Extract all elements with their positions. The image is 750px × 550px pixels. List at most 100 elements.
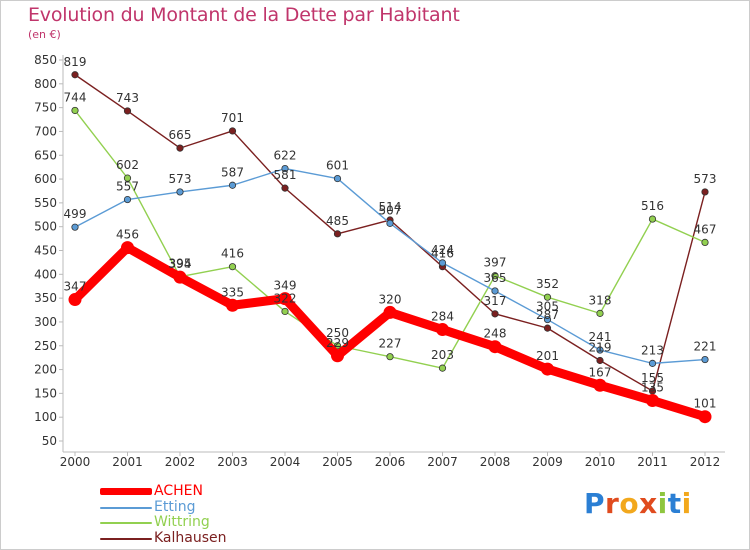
data-point-kalhausen <box>123 107 132 115</box>
data-label-kalhausen: 819 <box>64 55 87 69</box>
data-point-kalhausen <box>596 356 604 365</box>
data-label-wittring: 416 <box>221 247 244 261</box>
x-tick-label: 2005 <box>322 455 353 469</box>
data-label-achen: 456 <box>116 228 139 242</box>
data-label-achen: 394 <box>169 257 192 271</box>
data-label-kalhausen: 416 <box>431 247 454 261</box>
data-label-wittring: 203 <box>431 348 454 362</box>
data-point-achen <box>698 410 712 424</box>
y-tick-label: 600 <box>34 172 57 186</box>
data-label-wittring: 397 <box>484 256 507 270</box>
logo-letter: P <box>584 487 606 520</box>
x-tick-label: 2004 <box>270 455 301 469</box>
data-label-kalhausen: 701 <box>221 111 244 125</box>
data-label-achen: 284 <box>431 310 454 324</box>
data-label-kalhausen: 573 <box>694 172 717 186</box>
x-tick-label: 2007 <box>427 455 458 469</box>
data-label-kalhausen: 317 <box>484 294 507 308</box>
data-point-achen <box>646 394 659 408</box>
data-label-etting: 622 <box>274 149 297 163</box>
data-label-achen: 101 <box>694 397 717 411</box>
data-label-achen: 229 <box>326 336 349 350</box>
x-tick-label: 2009 <box>532 455 563 469</box>
x-tick-label: 2000 <box>60 455 91 469</box>
data-label-wittring: 516 <box>641 199 664 213</box>
data-label-etting: 587 <box>221 165 244 179</box>
chart-unit-label: (en €) <box>28 28 61 41</box>
data-point-kalhausen <box>543 324 552 332</box>
data-point-wittring <box>648 215 657 223</box>
chart-title: Evolution du Montant de la Dette par Hab… <box>28 4 460 26</box>
data-point-wittring <box>123 174 132 182</box>
data-point-etting <box>438 259 447 267</box>
data-label-achen: 320 <box>379 292 402 306</box>
data-point-kalhausen <box>228 127 237 135</box>
data-label-kalhausen: 743 <box>116 91 139 105</box>
data-point-achen <box>383 305 397 319</box>
data-point-kalhausen <box>71 71 79 79</box>
axes: 50 100 150 200 250 300 350 400 450 500 550 600 650 70… <box>34 53 725 469</box>
y-tick-label: 300 <box>34 315 57 329</box>
data-point-achen <box>68 293 82 307</box>
data-label-achen: 349 <box>274 279 297 293</box>
y-tick-label: 750 <box>34 101 57 115</box>
legend-label: Etting <box>154 498 196 515</box>
data-point-wittring <box>281 307 289 316</box>
data-label-kalhausen: 581 <box>274 168 297 182</box>
y-tick-label: 850 <box>34 53 57 67</box>
legend-swatch <box>100 537 152 540</box>
data-point-etting <box>176 188 184 196</box>
legend-label: Wittring <box>154 514 210 530</box>
data-label-etting: 213 <box>641 343 664 357</box>
y-tick-label: 200 <box>34 363 57 377</box>
y-tick-label: 100 <box>34 410 57 424</box>
data-point-wittring <box>438 364 447 372</box>
data-point-achen <box>226 298 239 312</box>
data-label-achen: 135 <box>641 381 664 395</box>
proxiti-logo: Proxiti <box>584 487 692 520</box>
data-point-achen <box>488 340 502 354</box>
data-point-etting <box>333 174 342 183</box>
data-point-etting <box>386 219 394 227</box>
data-label-kalhausen: 485 <box>326 214 349 228</box>
data-label-wittring: 227 <box>379 337 402 351</box>
y-tick-label: 400 <box>34 267 57 281</box>
data-point-etting <box>228 181 237 189</box>
data-point-achen <box>173 270 187 284</box>
legend-swatch <box>100 522 152 524</box>
y-tick-label: 500 <box>34 220 57 234</box>
legend-swatch <box>100 506 152 509</box>
data-label-wittring: 322 <box>274 291 297 305</box>
data-point-etting <box>701 355 709 364</box>
data-point-wittring <box>596 309 604 317</box>
logo-letter: t <box>667 487 682 520</box>
y-tick-label: 450 <box>34 244 57 258</box>
data-label-kalhausen: 155 <box>641 371 664 385</box>
data-label-wittring: 744 <box>64 90 87 104</box>
data-label-wittring: 318 <box>589 293 612 307</box>
data-point-achen <box>593 378 607 392</box>
data-label-achen: 335 <box>221 285 244 299</box>
y-tick-label: 550 <box>34 196 57 210</box>
data-label-etting: 221 <box>694 340 717 354</box>
x-tick-label: 2002 <box>165 455 196 469</box>
data-point-kalhausen <box>176 144 184 152</box>
data-label-wittring: 352 <box>536 277 559 291</box>
data-label-etting: 557 <box>116 180 139 194</box>
y-tick-label: 350 <box>34 291 57 305</box>
y-tick-label: 150 <box>34 386 57 400</box>
data-point-wittring <box>228 263 237 271</box>
x-tick-label: 2011 <box>637 455 668 469</box>
data-label-etting: 601 <box>326 159 349 173</box>
legend-swatch <box>100 488 152 495</box>
y-tick-label: 700 <box>34 124 57 138</box>
data-label-etting: 424 <box>431 243 454 257</box>
data-label-achen: 167 <box>589 365 612 379</box>
data-point-achen <box>331 349 344 363</box>
logo-letter: r <box>605 487 620 520</box>
data-point-wittring <box>386 353 394 361</box>
data-label-kalhausen: 514 <box>379 200 402 214</box>
x-tick-label: 2001 <box>112 455 143 469</box>
y-tick-label: 800 <box>34 77 57 91</box>
